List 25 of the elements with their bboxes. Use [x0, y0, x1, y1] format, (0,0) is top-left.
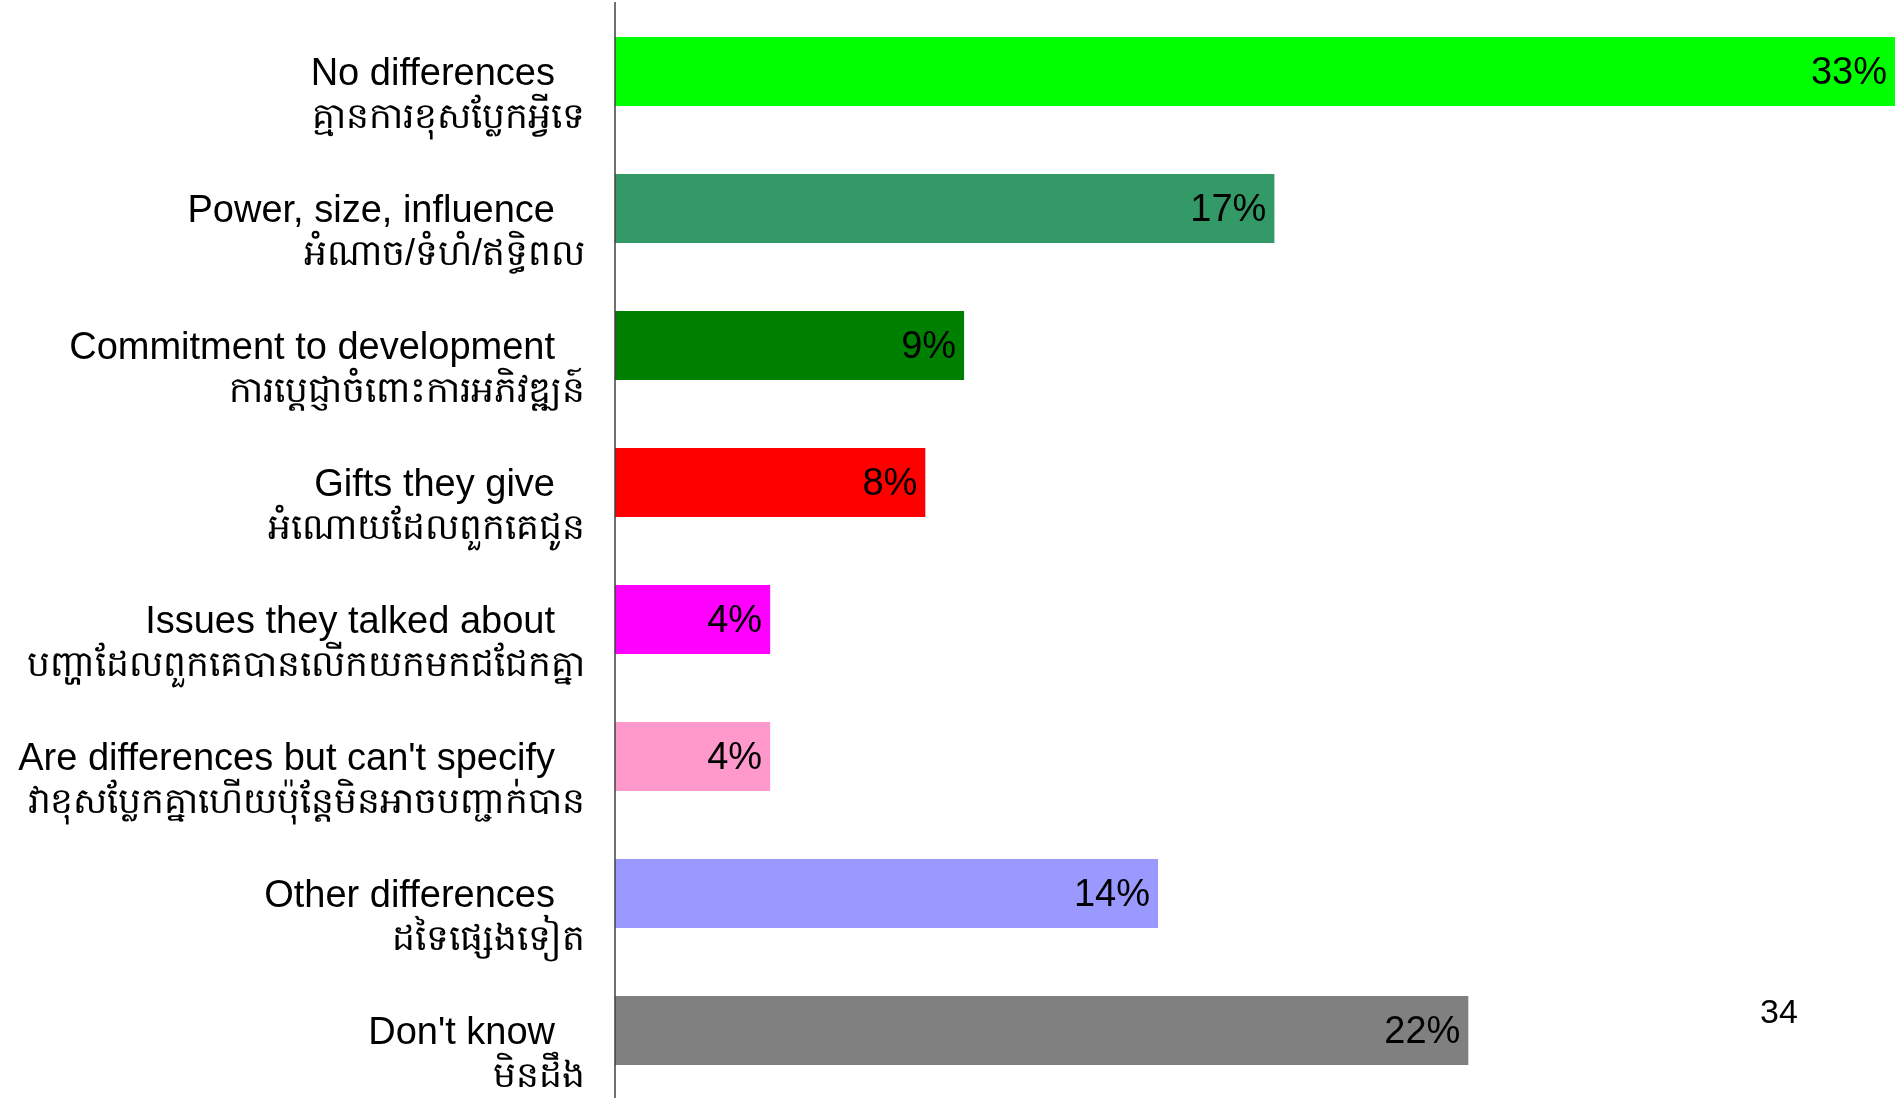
bar — [615, 174, 1275, 243]
data-label: 33% — [1809, 49, 1887, 93]
bar — [615, 859, 1159, 928]
data-label: 8% — [861, 460, 918, 504]
bar — [615, 311, 965, 380]
y-tick-label: Issues they talked about បញ្ហាដែលពួកគេបានលើកយកមកជជែកគ្នា — [26, 597, 585, 686]
bar — [615, 37, 1895, 106]
bar — [615, 585, 771, 654]
y-tick-label: Other differences ដទៃផ្សេងទៀត — [263, 871, 585, 960]
data-label: 4% — [707, 597, 763, 640]
bar — [615, 722, 771, 791]
data-label: 22% — [1383, 1008, 1461, 1052]
bar — [615, 996, 1469, 1065]
data-label: 14% — [1072, 871, 1151, 915]
y-tick-label: Are differences but can't specify វាខុសប្លែកគ្នាហើយប៉ុន្តែមិនអាចបញ្ជាក់បាន — [17, 734, 585, 823]
annotation: 34 — [1760, 992, 1798, 1031]
bar — [615, 448, 926, 517]
y-tick-label: Gifts they give អំណោយដែលពួកគេជូន — [267, 460, 585, 549]
y-tick-label: Commitment to development ការប្តេជ្ញាចំពោះការអភិវឌ្ឍន៍ — [68, 323, 585, 412]
y-tick-label: No differences គ្មានការខុសប្លែកអ្វីទេ — [309, 49, 585, 138]
y-tick-label: Don't know មិនដឹង — [367, 1008, 585, 1097]
data-label: 9% — [900, 323, 957, 367]
data-label: 4% — [707, 734, 763, 777]
y-tick-label: Power, size, influence អំណាច/ទំហំ/ឥទ្ធិពល — [186, 186, 585, 275]
data-label: 17% — [1189, 186, 1267, 230]
